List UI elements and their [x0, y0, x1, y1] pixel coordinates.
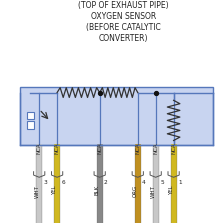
Bar: [27, 112, 34, 120]
Text: 1: 1: [178, 180, 182, 184]
Bar: [27, 121, 34, 129]
Text: BLK: BLK: [95, 185, 100, 195]
Text: 4: 4: [142, 180, 146, 184]
Text: WHT: WHT: [151, 185, 156, 198]
Text: NCA: NCA: [55, 142, 60, 154]
Text: NCA: NCA: [171, 142, 176, 154]
Text: NCA: NCA: [97, 142, 102, 154]
Text: WHT: WHT: [34, 185, 39, 198]
Text: NCA: NCA: [37, 142, 42, 154]
Text: 3: 3: [44, 180, 47, 184]
Text: 2: 2: [104, 180, 108, 184]
Text: YEL: YEL: [169, 185, 174, 195]
Text: NCA: NCA: [135, 142, 140, 154]
Text: 5: 5: [160, 180, 164, 184]
Text: NCA: NCA: [153, 142, 158, 154]
Text: (TOP OF EXHAUST PIPE)
OXYGEN SENSOR
(BEFORE CATALYTIC
CONVERTER): (TOP OF EXHAUST PIPE) OXYGEN SENSOR (BEF…: [78, 1, 168, 43]
Text: 6: 6: [62, 180, 65, 184]
Bar: [20, 87, 213, 145]
Text: ORG: ORG: [133, 185, 138, 197]
Text: YEL: YEL: [52, 185, 57, 195]
